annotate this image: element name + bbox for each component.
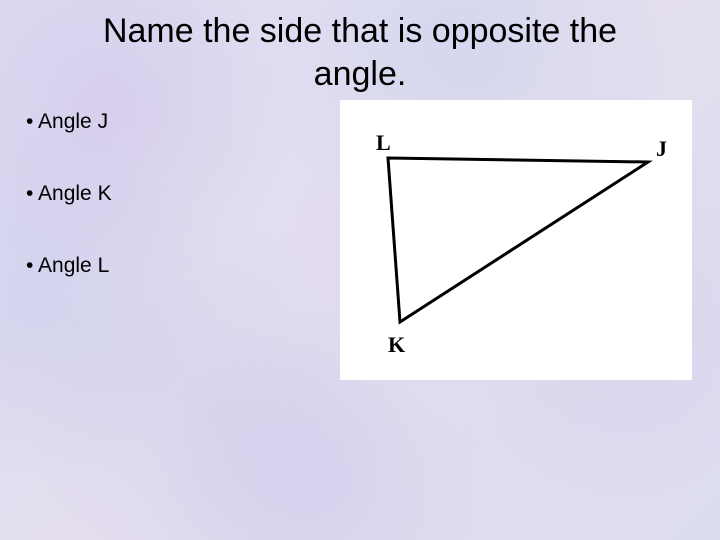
triangle-shape	[388, 158, 648, 322]
list-item: Angle L	[26, 254, 112, 278]
bullet-list: Angle J Angle K Angle L	[26, 110, 112, 326]
vertex-label-j: J	[656, 136, 667, 162]
bullet-label: Angle K	[38, 182, 112, 205]
title-line-1: Name the side that is opposite the	[103, 12, 617, 50]
title-line-2: angle.	[314, 55, 407, 93]
bullet-label: Angle J	[38, 110, 108, 133]
vertex-label-k: K	[388, 332, 405, 358]
list-item: Angle J	[26, 110, 112, 134]
list-item: Angle K	[26, 182, 112, 206]
triangle-figure: L J K	[340, 100, 692, 380]
page-title: Name the side that is opposite the angle…	[0, 0, 720, 95]
bullet-label: Angle L	[38, 254, 109, 277]
vertex-label-l: L	[376, 130, 391, 156]
